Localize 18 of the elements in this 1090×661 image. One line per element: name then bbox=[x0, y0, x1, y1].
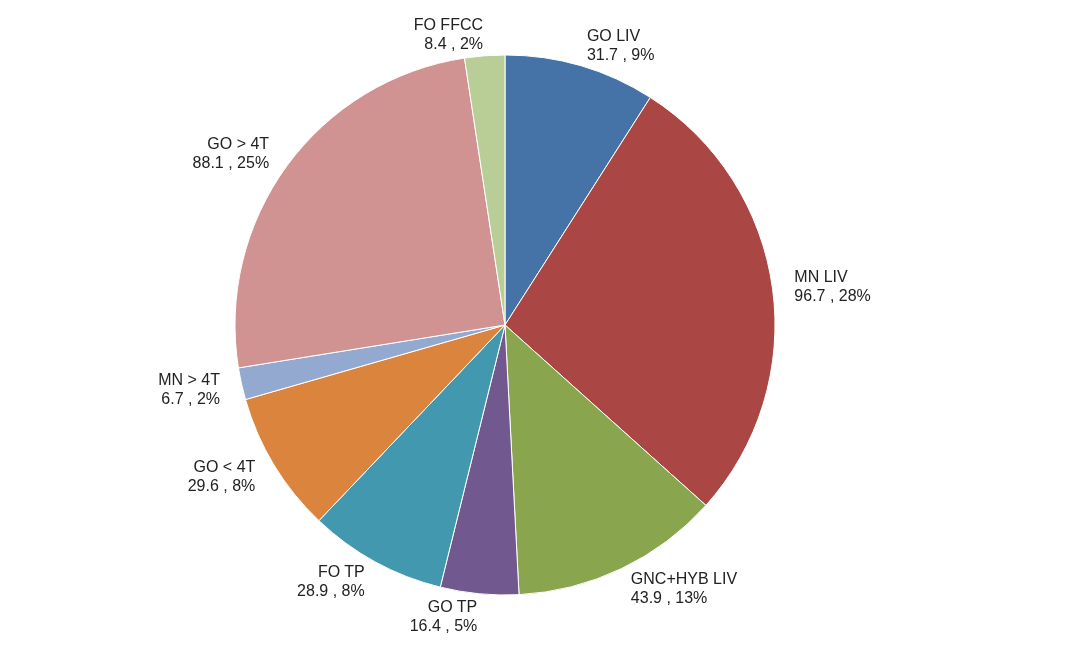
data-label: 29.6 , 8% bbox=[187, 477, 256, 495]
data-label: 6.7 , 2% bbox=[161, 389, 221, 407]
slice-label: GO > 4T bbox=[207, 134, 270, 152]
slice-label: FO FFCC bbox=[413, 15, 484, 33]
slice-label: GNC+HYB LIV bbox=[630, 570, 738, 588]
slice-label: MN > 4T bbox=[158, 370, 221, 388]
slice-label: MN LIV bbox=[794, 267, 848, 285]
data-label: 88.1 , 25% bbox=[192, 153, 270, 171]
data-label: 31.7 , 9% bbox=[586, 45, 655, 63]
data-label: 8.4 , 2% bbox=[424, 34, 484, 52]
slice-label: FO TP bbox=[317, 563, 365, 581]
data-label: 16.4 , 5% bbox=[409, 616, 478, 634]
slice-label: GO TP bbox=[427, 597, 478, 615]
slice-label: GO LIV bbox=[586, 26, 641, 44]
slice-label: GO < 4T bbox=[193, 458, 256, 476]
data-label: 43.9 , 13% bbox=[630, 589, 708, 607]
data-label: 96.7 , 28% bbox=[794, 286, 871, 304]
data-label: 28.9 , 8% bbox=[297, 582, 365, 600]
